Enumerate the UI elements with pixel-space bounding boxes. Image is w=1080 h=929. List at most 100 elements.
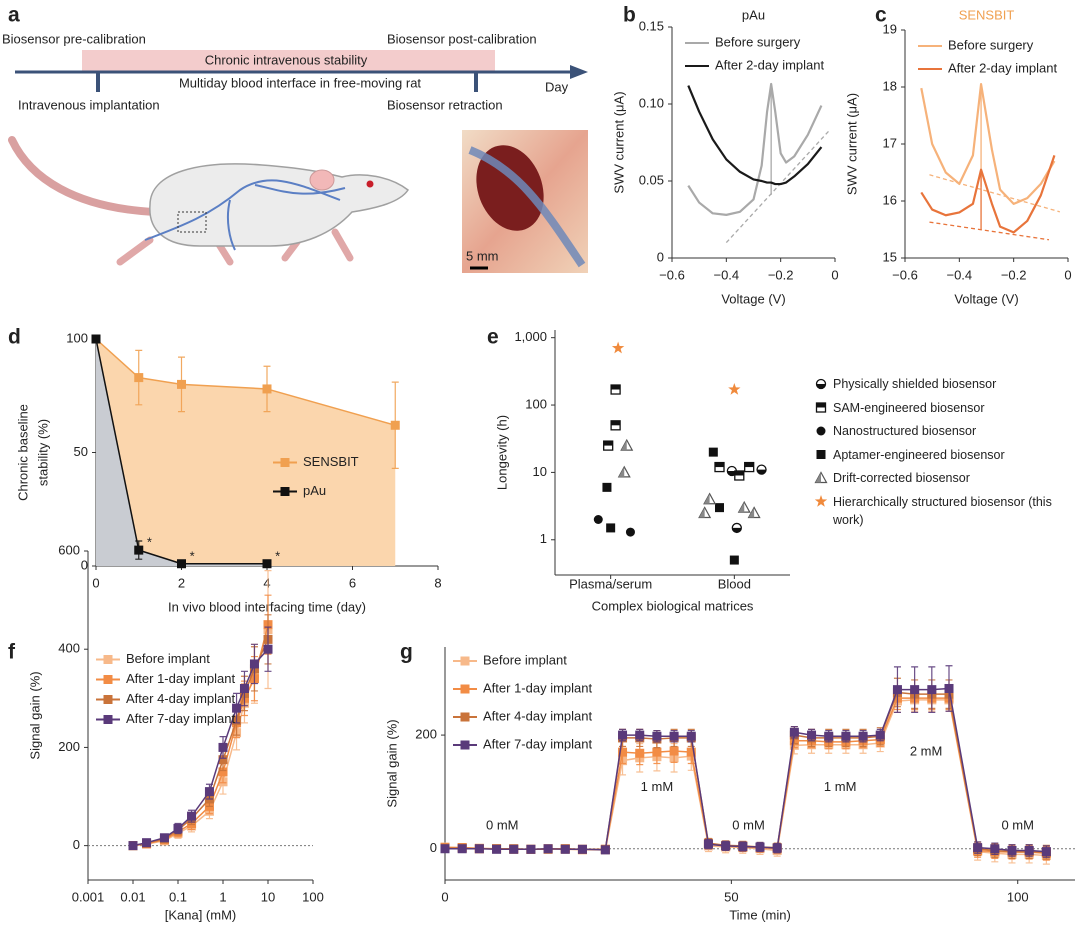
data-point (756, 464, 767, 475)
marker-shape (973, 843, 983, 853)
marker-shape (944, 683, 954, 693)
data-point (715, 503, 724, 513)
marker-shape (621, 440, 627, 451)
marker-shape (757, 469, 767, 475)
data-point (728, 383, 741, 395)
timeline-text: Chronic intravenous stability (205, 52, 368, 67)
series-line (95, 338, 267, 565)
legend-marker (814, 471, 828, 484)
data-point (841, 731, 851, 741)
marker-shape (262, 559, 272, 569)
data-point (703, 492, 717, 505)
timeline-text: Biosensor pre-calibration (2, 31, 146, 46)
marker-shape (721, 841, 731, 851)
data-point (858, 731, 868, 741)
y-tick-label: 19 (883, 21, 897, 36)
panel-label: a (8, 4, 20, 27)
data-point (262, 559, 272, 569)
annotation: 0 mM (1001, 817, 1034, 832)
implant-site (177, 211, 207, 233)
marker-shape (526, 844, 536, 854)
legend-label: After 7-day implant (483, 736, 592, 751)
marker-shape (686, 747, 696, 757)
marker-shape (748, 507, 755, 518)
marker-shape (611, 341, 625, 354)
marker-shape (474, 844, 484, 854)
legend-marker (816, 450, 826, 459)
data-point (603, 440, 614, 451)
x-tick-label: 0.001 (72, 889, 105, 904)
data-point (927, 685, 937, 695)
legend-label: Nanostructured biosensor (833, 424, 977, 438)
data-point (721, 841, 731, 851)
marker-shape (543, 844, 553, 854)
marker-shape (457, 844, 467, 854)
marker-shape (875, 730, 885, 740)
data-point (602, 482, 612, 492)
marker-shape (460, 740, 470, 750)
legend-marker (816, 426, 826, 436)
x-tick-label: 4 (263, 575, 270, 590)
data-point (610, 384, 621, 395)
series-line (687, 85, 823, 186)
data-point (698, 506, 712, 519)
marker-shape (669, 746, 679, 756)
marker-shape (263, 644, 273, 654)
marker-shape (652, 747, 662, 757)
y-axis-label: Signal gain (%) (27, 671, 42, 759)
marker-shape (618, 466, 625, 477)
data-point (973, 843, 983, 853)
legend-label: Before surgery (948, 37, 1034, 52)
y-tick-label: 0.15 (639, 18, 664, 33)
y-tick-label: 17 (883, 135, 897, 150)
y-tick-label: 0.10 (639, 95, 664, 110)
x-tick-label: 0 (441, 889, 448, 904)
marker-shape (232, 703, 242, 713)
x-axis-label: In vivo blood interfacing time (day) (168, 599, 366, 614)
timeline-text: Biosensor retraction (387, 97, 503, 112)
marker-shape (815, 472, 821, 483)
marker-shape (103, 715, 113, 724)
marker-shape (824, 731, 834, 741)
data-point (606, 523, 616, 533)
marker-shape (625, 527, 635, 537)
series-line (920, 155, 1056, 234)
y-tick-label: 50 (74, 444, 88, 459)
legend-marker (814, 495, 828, 507)
x-axis-label: Time (min) (729, 907, 791, 922)
data-point (892, 685, 902, 695)
legend-label: After 1-day implant (483, 680, 592, 695)
legend-label: Before implant (483, 652, 567, 667)
photo-sensor (468, 146, 586, 268)
marker-shape (618, 730, 628, 740)
data-point (731, 522, 742, 534)
marker-shape (686, 731, 696, 741)
marker-shape (734, 470, 744, 476)
data-point (824, 731, 834, 741)
x-tick-label: 0.1 (169, 889, 187, 904)
marker-shape (789, 727, 799, 737)
x-tick-label: 0.01 (120, 889, 145, 904)
y-tick-label: 400 (58, 641, 80, 656)
marker-shape (816, 403, 826, 408)
marker-shape (603, 441, 613, 446)
marker-shape (204, 787, 214, 797)
marker-shape (704, 493, 710, 504)
panel-label: d (8, 326, 21, 349)
data-point (440, 844, 450, 854)
marker-shape (618, 747, 628, 757)
data-point (789, 727, 799, 737)
data-point (737, 500, 751, 513)
marker-shape (715, 462, 724, 468)
marker-shape (816, 384, 826, 389)
x-tick-label: 1 (219, 889, 226, 904)
marker-shape (577, 844, 587, 854)
data-point (474, 844, 484, 854)
marker-shape (635, 748, 645, 758)
data-point (390, 420, 400, 430)
data-point (618, 747, 628, 757)
x-tick-label: Blood (718, 576, 751, 591)
data-point (1007, 845, 1017, 855)
reference-line (929, 221, 1050, 241)
x-tick-label: Plasma/serum (569, 576, 652, 591)
